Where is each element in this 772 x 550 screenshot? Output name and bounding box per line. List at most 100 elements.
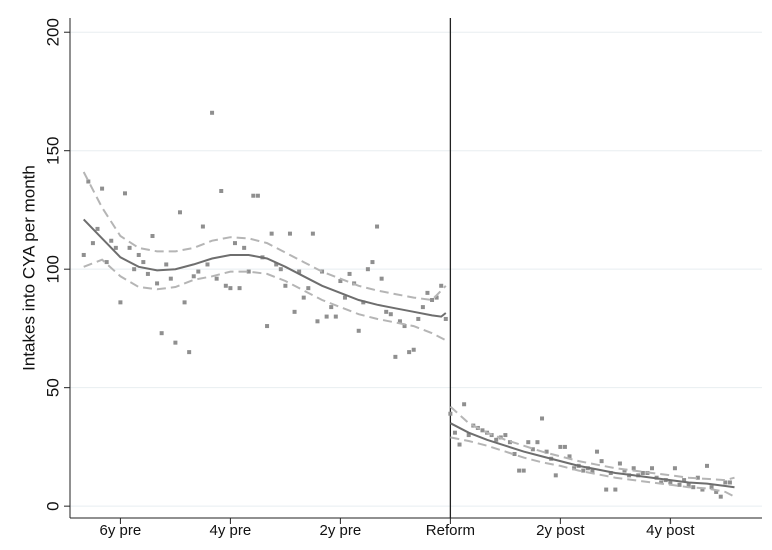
data-point — [466, 433, 471, 438]
data-point — [686, 482, 691, 487]
x-tick-label: Reform — [426, 522, 475, 539]
data-point — [599, 459, 604, 464]
data-point — [81, 252, 86, 257]
fit-line — [82, 218, 447, 318]
data-point — [407, 350, 412, 355]
data-point — [590, 468, 595, 473]
data-point — [113, 245, 118, 250]
confidence-band — [450, 436, 735, 498]
data-point — [109, 238, 114, 243]
data-point — [274, 262, 279, 267]
data-point — [132, 267, 137, 272]
data-point — [127, 245, 132, 250]
data-point — [659, 480, 664, 485]
data-point — [439, 283, 444, 288]
y-tick-label: 100 — [43, 255, 62, 283]
data-point — [434, 295, 439, 300]
data-point — [677, 482, 682, 487]
data-point — [613, 487, 618, 492]
data-point — [411, 347, 416, 352]
data-point — [283, 283, 288, 288]
data-point — [572, 466, 577, 471]
data-point — [150, 234, 155, 239]
x-tick-label: 4y pre — [210, 522, 252, 539]
data-point — [338, 279, 343, 284]
data-point — [255, 193, 260, 198]
data-point — [164, 262, 169, 267]
data-point — [251, 193, 256, 198]
data-point — [375, 224, 380, 229]
data-point — [237, 286, 242, 291]
x-tick-label: 4y post — [646, 522, 695, 539]
data-point — [361, 300, 366, 305]
data-point — [558, 444, 563, 449]
data-point — [494, 437, 499, 442]
data-point — [462, 402, 467, 407]
data-point — [526, 440, 531, 445]
data-point — [187, 350, 192, 355]
confidence-band — [83, 258, 447, 342]
data-point — [397, 319, 402, 324]
data-point — [530, 447, 535, 452]
data-point — [691, 485, 696, 490]
data-point — [118, 300, 123, 305]
data-point — [535, 440, 540, 445]
data-point — [393, 354, 398, 359]
data-point — [173, 340, 178, 345]
data-point — [136, 252, 141, 257]
data-point — [324, 314, 329, 319]
data-point — [104, 260, 109, 265]
data-point — [232, 241, 237, 246]
data-point — [452, 430, 457, 435]
data-point — [315, 319, 320, 324]
data-point — [700, 487, 705, 492]
confidence-band — [82, 171, 447, 302]
data-point — [228, 286, 233, 291]
data-point — [448, 411, 453, 416]
data-point — [342, 295, 347, 300]
data-point — [287, 231, 292, 236]
data-point — [210, 110, 215, 115]
data-point — [402, 324, 407, 329]
data-point — [205, 262, 210, 267]
data-point — [141, 260, 146, 265]
y-tick-label: 50 — [43, 378, 62, 397]
data-point — [562, 444, 567, 449]
data-point — [430, 297, 435, 302]
data-point — [301, 295, 306, 300]
data-point — [622, 468, 627, 473]
data-point — [480, 428, 485, 433]
data-point — [196, 269, 201, 274]
data-point — [705, 463, 710, 468]
data-point — [356, 328, 361, 333]
data-point — [718, 494, 723, 499]
data-point — [145, 271, 150, 276]
data-point — [682, 478, 687, 483]
data-point — [617, 461, 622, 466]
data-point — [95, 226, 100, 231]
data-point — [443, 316, 448, 321]
x-tick-label: 6y pre — [100, 522, 142, 539]
data-point — [297, 269, 302, 274]
data-point — [370, 260, 375, 265]
data-point — [191, 274, 196, 279]
data-point — [168, 276, 173, 281]
data-point — [544, 449, 549, 454]
x-tick-label: 2y pre — [320, 522, 362, 539]
confidence-band — [449, 405, 735, 482]
data-point — [668, 480, 673, 485]
data-point — [727, 480, 732, 485]
data-point — [329, 305, 334, 310]
data-point — [672, 466, 677, 471]
y-axis-label: Intakes into CYA per month — [19, 165, 38, 371]
data-point — [278, 267, 283, 272]
data-point — [333, 314, 338, 319]
data-point — [723, 480, 728, 485]
data-point — [420, 305, 425, 310]
data-point — [177, 210, 182, 215]
data-point — [595, 449, 600, 454]
y-tick-label: 150 — [43, 137, 62, 165]
data-point — [567, 454, 572, 459]
